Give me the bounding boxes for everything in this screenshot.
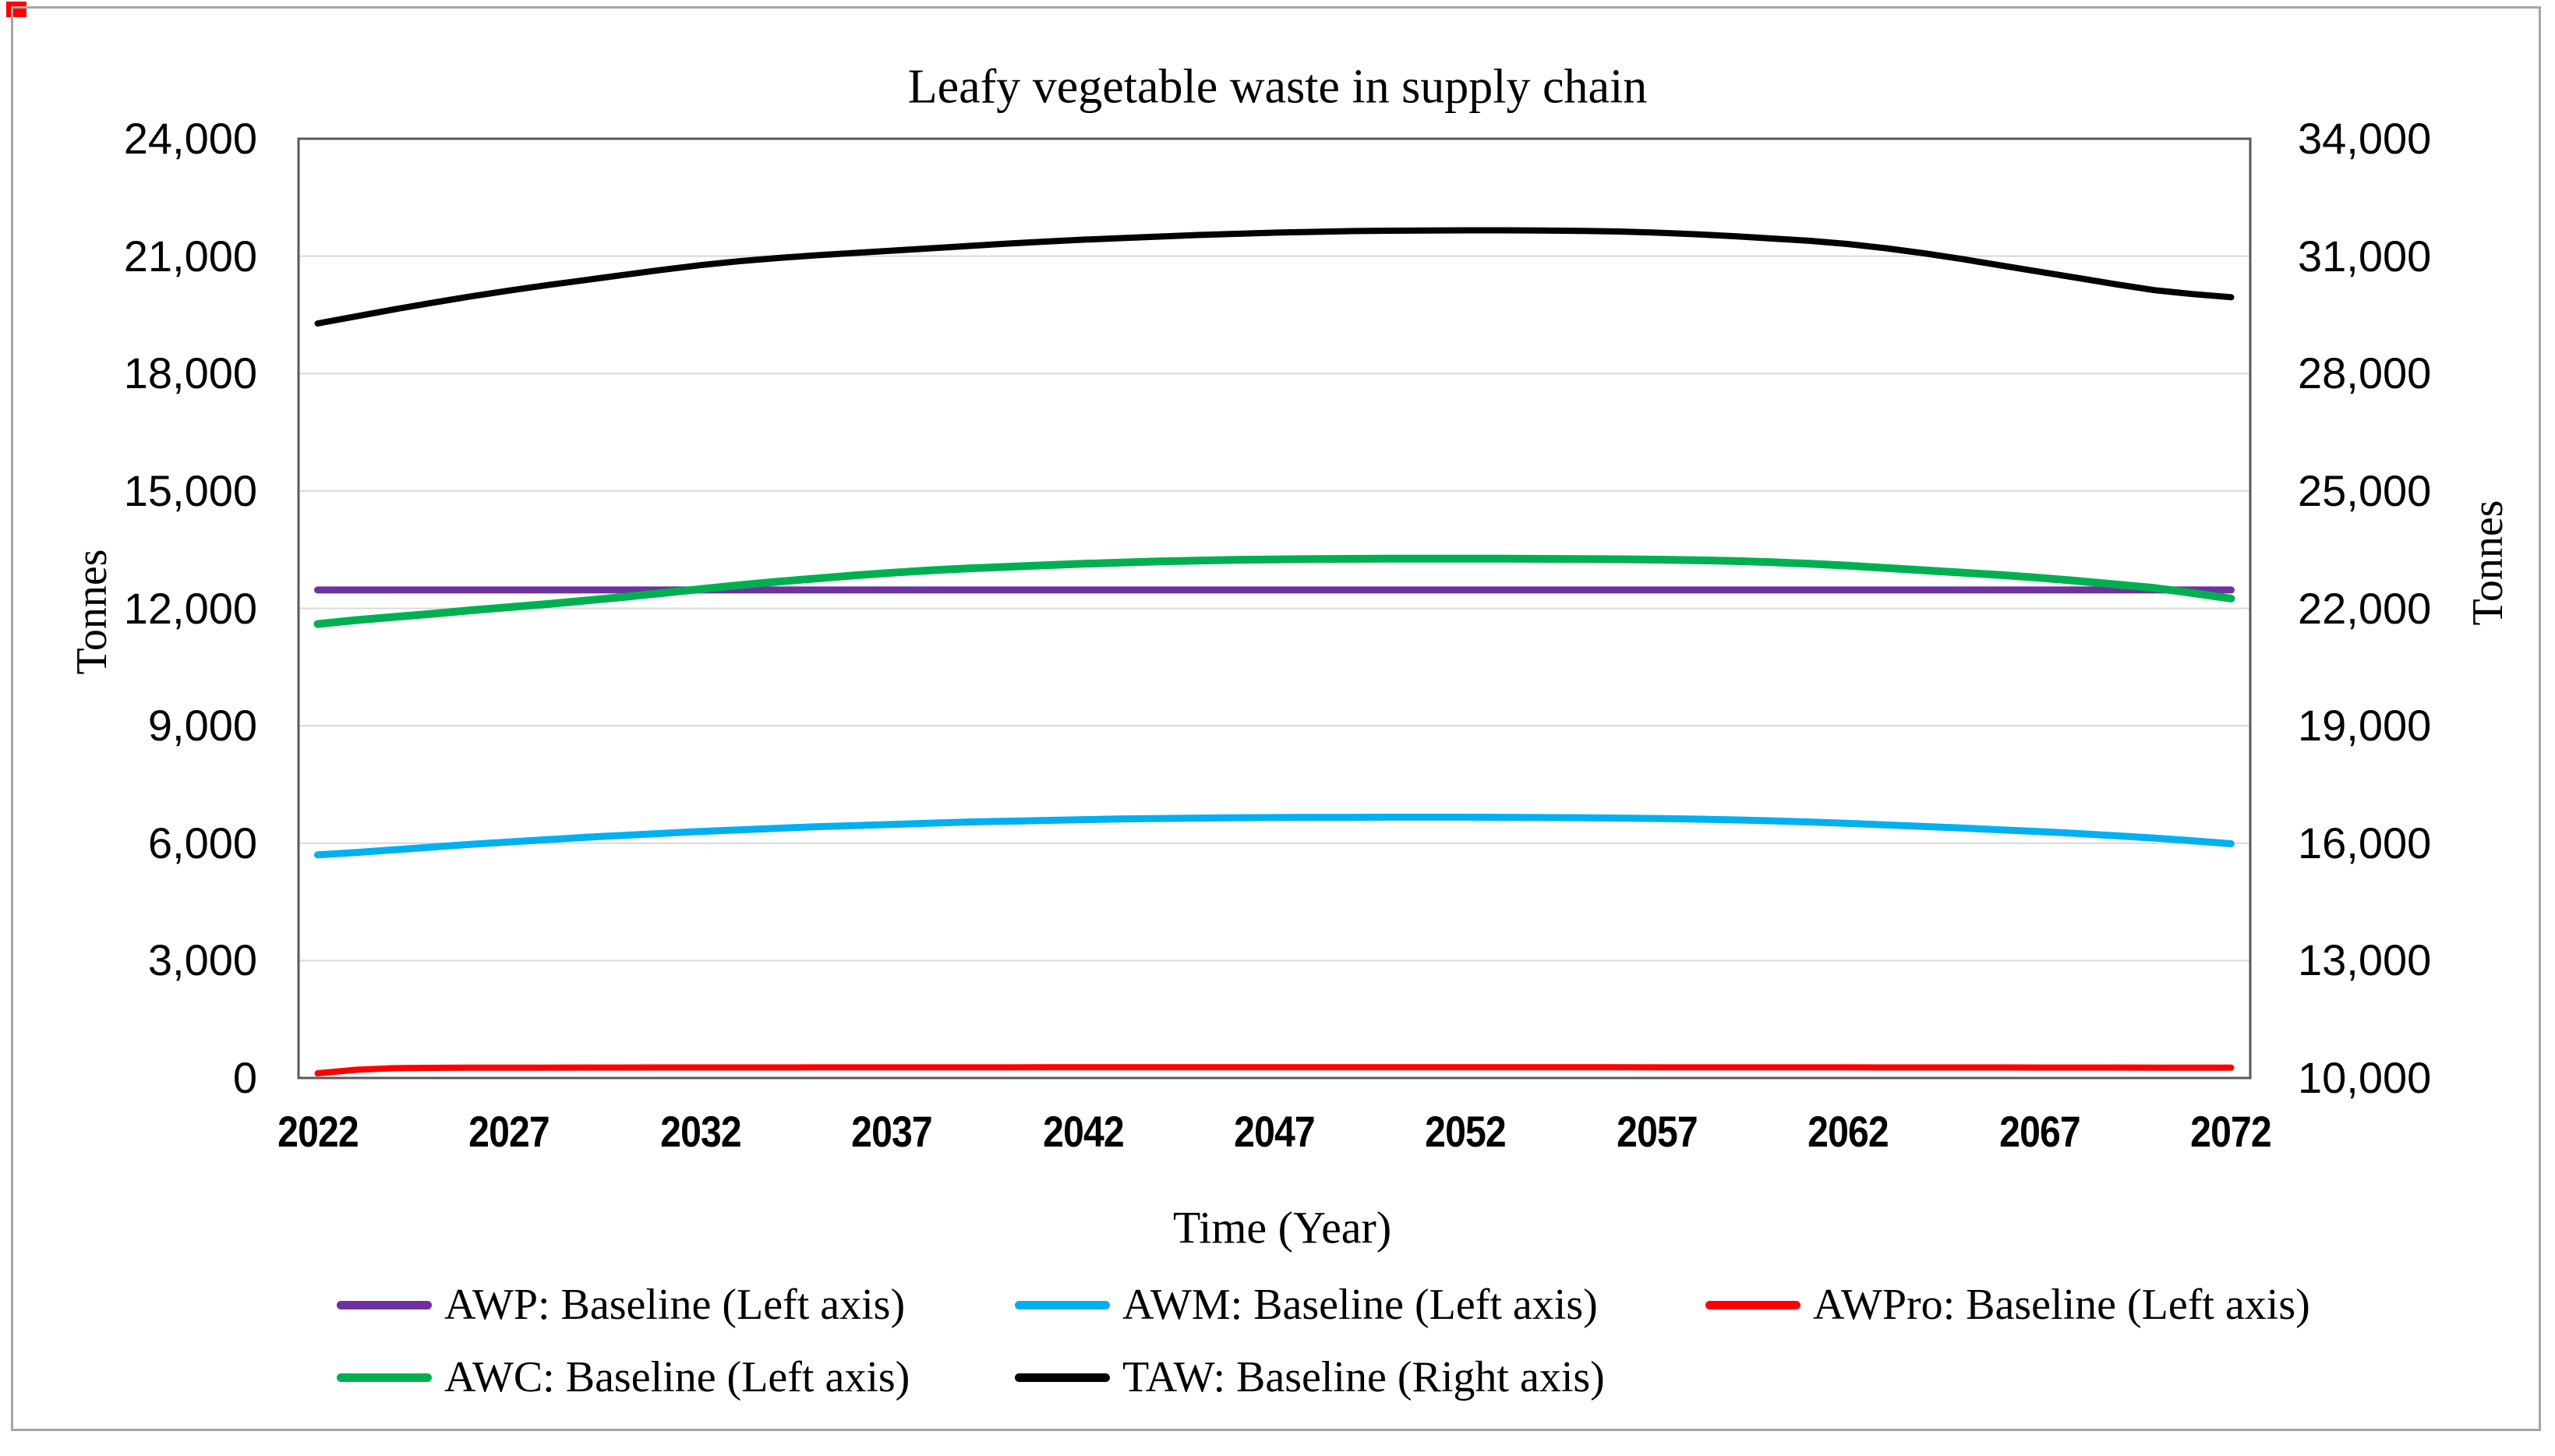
right-axis-tick: 16,000 bbox=[2298, 818, 2432, 868]
legend-swatch-awm bbox=[1015, 1300, 1110, 1309]
right-axis-tick: 10,000 bbox=[2298, 1053, 2432, 1102]
left-axis-tick: 24,000 bbox=[123, 114, 257, 163]
x-axis-tick: 2067 bbox=[1999, 1107, 2081, 1156]
legend-item-awp: AWP: Baseline (Left axis) bbox=[337, 1278, 905, 1331]
right-axis-tick: 34,000 bbox=[2298, 114, 2432, 163]
x-axis-tick: 2072 bbox=[2190, 1107, 2273, 1156]
legend-item-awm: AWM: Baseline (Left axis) bbox=[1015, 1278, 1598, 1331]
x-axis-tick: 2062 bbox=[1808, 1107, 1890, 1156]
legend-item-awc: AWC: Baseline (Left axis) bbox=[337, 1351, 910, 1404]
legend-label-taw: TAW: Baseline (Right axis) bbox=[1122, 1353, 1605, 1401]
right-axis-tick: 31,000 bbox=[2298, 231, 2432, 281]
legend-swatch-taw bbox=[1015, 1373, 1110, 1382]
right-axis-tick: 28,000 bbox=[2298, 348, 2432, 398]
right-axis-tick: 22,000 bbox=[2298, 583, 2432, 633]
chart-title: Leafy vegetable waste in supply chain bbox=[907, 60, 1648, 114]
left-axis-tick: 15,000 bbox=[123, 465, 257, 515]
left-axis-tick: 6,000 bbox=[147, 818, 257, 868]
left-axis-tick: 12,000 bbox=[123, 583, 257, 633]
legend-label-awc: AWC: Baseline (Left axis) bbox=[444, 1353, 910, 1401]
right-axis-tick: 13,000 bbox=[2298, 935, 2432, 985]
chart-frame bbox=[11, 6, 2541, 1431]
legend-swatch-awpro bbox=[1705, 1300, 1801, 1309]
legend-item-awpro: AWPro: Baseline (Left axis) bbox=[1705, 1278, 2310, 1331]
left-axis-tick: 9,000 bbox=[147, 701, 257, 751]
x-axis-tick: 2042 bbox=[1042, 1107, 1125, 1156]
left-axis-tick: 0 bbox=[232, 1053, 257, 1102]
right-axis-tick: 25,000 bbox=[2298, 465, 2432, 515]
x-axis-tick: 2057 bbox=[1617, 1107, 1698, 1156]
series-line-taw bbox=[314, 227, 2235, 327]
legend-item-taw: TAW: Baseline (Right axis) bbox=[1015, 1351, 1605, 1404]
x-axis-tick: 2047 bbox=[1234, 1107, 1316, 1156]
right-axis-title: Tonnes bbox=[2464, 500, 2512, 626]
legend-label-awm: AWM: Baseline (Left axis) bbox=[1122, 1281, 1598, 1329]
legend-label-awpro: AWPro: Baseline (Left axis) bbox=[1813, 1281, 2310, 1329]
left-axis-title: Tonnes bbox=[68, 549, 116, 675]
x-axis-tick: 2037 bbox=[851, 1107, 933, 1156]
right-axis-tick: 19,000 bbox=[2298, 701, 2432, 751]
series-line-awm bbox=[314, 813, 2235, 859]
x-axis-title: Time (Year) bbox=[1172, 1202, 1392, 1253]
x-axis-tick: 2027 bbox=[468, 1107, 550, 1156]
series-line-awpro bbox=[314, 1064, 2235, 1076]
x-axis-tick: 2032 bbox=[659, 1107, 742, 1156]
legend-label-awp: AWP: Baseline (Left axis) bbox=[444, 1281, 906, 1329]
left-axis-tick: 3,000 bbox=[147, 935, 257, 985]
plot-border bbox=[297, 137, 2252, 1080]
legend-swatch-awc bbox=[337, 1373, 432, 1382]
x-axis-tick: 2022 bbox=[277, 1107, 359, 1156]
legend-swatch-awp bbox=[337, 1300, 432, 1309]
series-line-awc bbox=[313, 554, 2235, 628]
left-axis-tick: 18,000 bbox=[123, 348, 257, 398]
left-axis-tick: 21,000 bbox=[123, 231, 257, 281]
x-axis-tick: 2052 bbox=[1425, 1107, 1507, 1156]
